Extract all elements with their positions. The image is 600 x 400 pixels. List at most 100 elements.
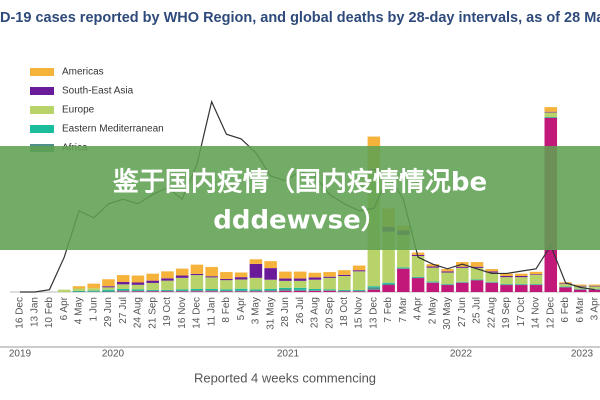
- bar-segment: [249, 290, 263, 292]
- bar-segment: [323, 276, 336, 278]
- bar-segment: [559, 284, 572, 287]
- bar-segment: [352, 271, 366, 290]
- x-axis-title: Reported 4 weeks commencing: [194, 370, 376, 385]
- bar-segment: [426, 266, 440, 268]
- bar-segment: [161, 289, 174, 291]
- bar-segment: [234, 277, 248, 280]
- x-tick-label: 5 Apr: [236, 296, 247, 320]
- x-tick-label: 6 Apr: [59, 296, 70, 320]
- bar-segment: [249, 289, 263, 291]
- bar-segment: [161, 278, 174, 281]
- bar-segment: [264, 291, 277, 292]
- year-label: 2021: [277, 349, 300, 360]
- bar-segment: [338, 289, 351, 291]
- bar-segment: [397, 267, 410, 269]
- bar-segment: [234, 279, 248, 289]
- x-tick-label: 10 Feb: [44, 297, 55, 329]
- x-tick-label: 24 Aug: [133, 297, 144, 328]
- year-label: 2020: [102, 349, 125, 360]
- bar-segment: [87, 288, 100, 291]
- bar-segment: [264, 288, 277, 291]
- bar-segment: [456, 266, 469, 268]
- bar-segment: [131, 291, 145, 292]
- bar-segment: [131, 282, 145, 285]
- bar-segment: [264, 268, 277, 280]
- bar-segment: [544, 112, 558, 118]
- x-tick-label: 6 Feb: [560, 297, 571, 323]
- bar-segment: [382, 285, 395, 292]
- bar-segment: [470, 280, 484, 292]
- bar-segment: [559, 283, 572, 285]
- bar-segment: [367, 289, 381, 292]
- bar-segment: [338, 290, 351, 292]
- bar-segment: [323, 277, 336, 290]
- bar-segment: [175, 291, 189, 292]
- bar-segment: [485, 269, 499, 272]
- x-tick-label: 14 Nov: [531, 297, 542, 329]
- bar-segment: [411, 256, 425, 277]
- bar-segment: [500, 277, 513, 285]
- x-tick-label: 2 May: [427, 297, 438, 324]
- bar-segment: [485, 282, 499, 292]
- bar-segment: [573, 289, 587, 292]
- bar-segment: [190, 264, 204, 274]
- bar-segment: [515, 273, 528, 276]
- bar-segment: [279, 287, 292, 289]
- bar-segment: [102, 289, 115, 291]
- bar-segment: [249, 259, 263, 264]
- bar-segment: [205, 291, 218, 292]
- bar-segment: [544, 111, 558, 113]
- x-tick-label: 3 May: [251, 297, 262, 324]
- bar-segment: [544, 107, 558, 112]
- bar-segment: [175, 277, 189, 290]
- bar-segment: [588, 284, 600, 286]
- bar-segment: [293, 278, 307, 281]
- legend-swatch: [30, 125, 54, 133]
- bar-segment: [588, 289, 600, 292]
- bar-segment: [500, 285, 513, 292]
- bar-segment: [411, 276, 425, 278]
- bar-segment: [456, 282, 469, 292]
- x-tick-label: 26 Jul: [295, 297, 306, 324]
- x-tick-label: 7 Feb: [383, 297, 394, 323]
- bar-segment: [441, 285, 454, 292]
- bar-segment: [87, 291, 100, 292]
- x-tick-label: 13 Dec: [368, 297, 379, 329]
- bar-segment: [87, 283, 100, 289]
- bar-segment: [529, 271, 543, 275]
- bar-segment: [116, 290, 130, 292]
- bar-segment: [338, 275, 351, 290]
- x-tick-label: 4 Apr: [413, 296, 424, 320]
- bar-segment: [146, 289, 159, 291]
- bar-segment: [234, 290, 248, 292]
- x-tick-label: 19 Oct: [162, 297, 173, 327]
- bar-segment: [338, 274, 351, 276]
- bar-segment: [161, 290, 174, 292]
- x-tick-label: 7 Mar: [398, 296, 409, 322]
- x-tick-label: 29 Jun: [103, 297, 114, 327]
- banner-text: 鉴于国内疫情（国内疫情情况be: [112, 167, 487, 198]
- bar-segment: [485, 272, 499, 282]
- bar-segment: [500, 275, 513, 278]
- x-tick-label: 17 Oct: [516, 297, 527, 327]
- bar-segment: [190, 273, 204, 276]
- bar-segment: [441, 272, 454, 285]
- bar-segment: [279, 271, 292, 279]
- bar-segment: [116, 288, 130, 291]
- bar-segment: [308, 277, 322, 280]
- bar-segment: [352, 291, 366, 292]
- bar-segment: [352, 265, 366, 271]
- bar-segment: [116, 282, 130, 285]
- bar-segment: [573, 285, 587, 287]
- bar-segment: [72, 290, 86, 292]
- legend-label: Eastern Mediterranean: [62, 124, 164, 135]
- legend-swatch: [30, 106, 54, 114]
- bar-segment: [175, 290, 189, 292]
- x-tick-label: 21 Sep: [147, 297, 158, 329]
- bar-segment: [529, 274, 543, 275]
- bar-segment: [72, 286, 86, 289]
- bar-segment: [205, 276, 218, 278]
- bar-segment: [220, 279, 233, 281]
- x-tick-label: 25 Jul: [472, 297, 483, 324]
